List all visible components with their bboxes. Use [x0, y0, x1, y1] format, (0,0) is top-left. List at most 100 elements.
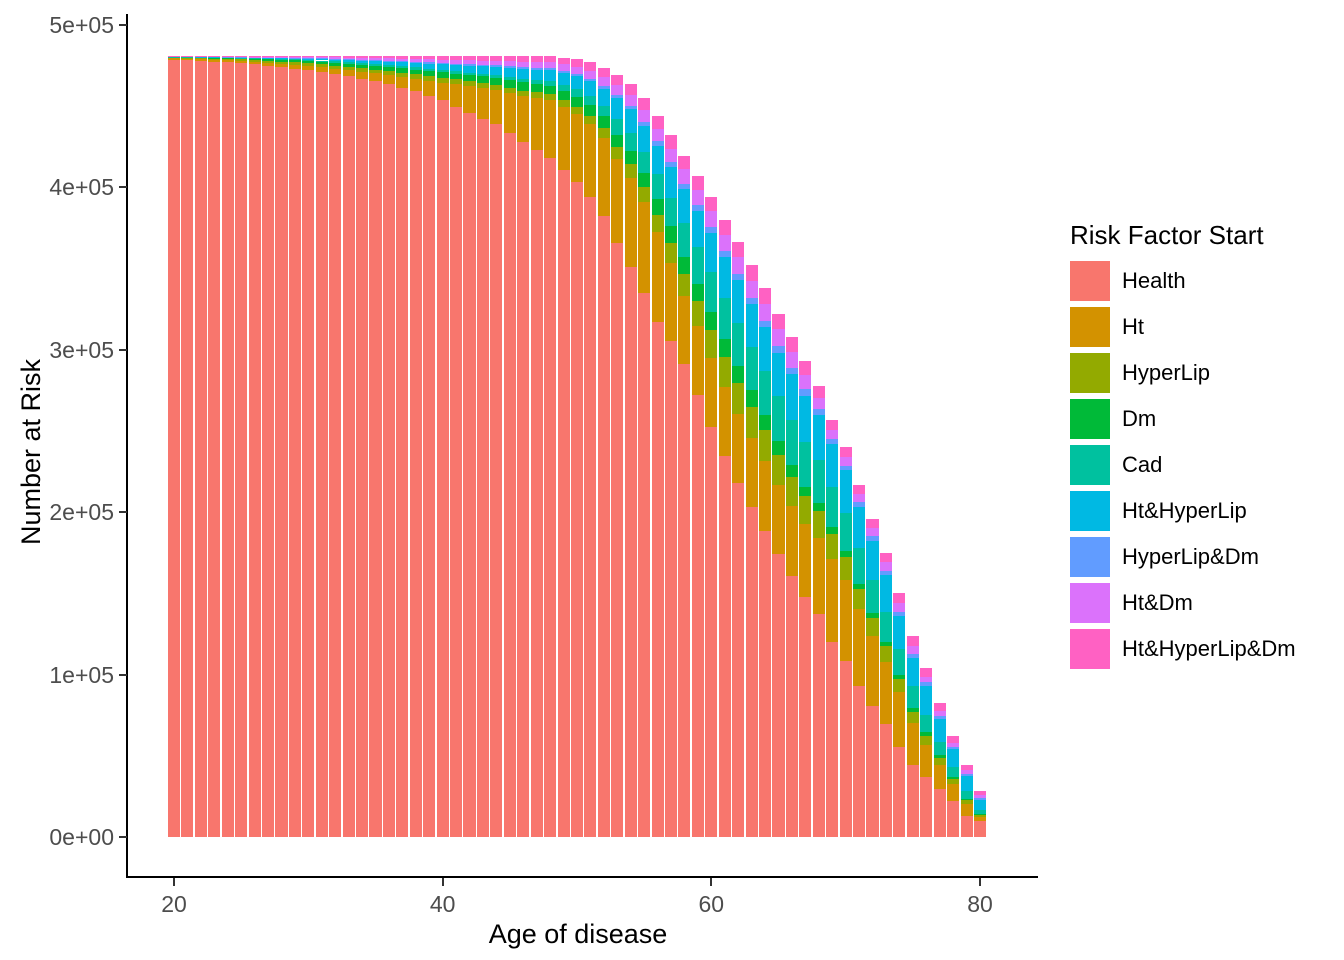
bar-segment-ht-hyperlip-dm-age-35	[369, 55, 382, 59]
bar-segment-hyperlip-age-72	[866, 618, 879, 636]
y-tick	[119, 24, 127, 26]
bar-segment-ht-dm-age-36	[382, 58, 395, 61]
bar-segment-ht-hyperlip-dm-age-68	[812, 385, 825, 398]
bar-segment-hyperlip-dm-age-42	[463, 64, 476, 66]
bar-segment-health-age-40	[436, 100, 449, 837]
bar-segment-hyperlip-dm-age-43	[476, 64, 489, 67]
bar-segment-ht-hyperlip-dm-age-57	[664, 135, 678, 149]
bar-segment-health-age-48	[544, 158, 557, 837]
bar-segment-dm-age-43	[476, 76, 489, 84]
bar-segment-ht-hyperlip-age-29	[288, 58, 301, 60]
bar-segment-health-age-60	[705, 427, 718, 837]
bar-segment-ht-hyperlip-dm-age-49	[557, 57, 570, 65]
bar-segment-dm-age-75	[906, 707, 919, 712]
legend-key-ht-hyperlip	[1070, 491, 1110, 531]
bar-segment-hyperlip-age-60	[705, 329, 718, 359]
y-tick	[119, 186, 127, 189]
bar-segment-cad-age-59	[691, 247, 704, 284]
bar-segment-ht-hyperlip-dm-age-52	[597, 68, 610, 78]
bar-segment-ht-age-49	[557, 106, 570, 171]
bar-segment-hyperlip-age-34	[356, 68, 369, 72]
x-tick	[441, 878, 444, 886]
bar-segment-hyperlip-age-42	[463, 81, 476, 87]
bar-segment-ht-hyperlip-age-55	[638, 125, 651, 152]
bar-segment-cad-age-26	[248, 57, 261, 59]
bar-segment-dm-age-32	[329, 62, 342, 66]
bar-segment-hyperlip-dm-age-58	[678, 183, 691, 190]
bar-segment-health-age-74	[893, 746, 906, 837]
bar-segment-hyperlip-age-74	[893, 679, 906, 693]
bar-segment-hyperlip-age-22	[194, 58, 207, 60]
bar-segment-health-age-77	[933, 789, 946, 837]
bar-segment-health-age-50	[570, 182, 584, 837]
bar-segment-cad-age-37	[396, 66, 409, 69]
bar-segment-ht-dm-age-48	[544, 62, 557, 69]
bar-segment-dm-age-50	[570, 96, 584, 107]
bar-segment-ht-hyperlip-age-51	[584, 81, 597, 97]
bar-segment-ht-hyperlip-dm-age-69	[826, 419, 839, 431]
bar-segment-cad-age-62	[732, 322, 745, 366]
bar-segment-dm-age-52	[597, 116, 610, 128]
bar-segment-hyperlip-age-21	[181, 57, 194, 59]
bar-segment-ht-hyperlip-age-49	[557, 73, 570, 86]
bar-segment-dm-age-30	[302, 60, 315, 64]
bar-segment-dm-age-28	[275, 59, 288, 62]
bar-segment-hyperlip-age-79	[960, 800, 973, 804]
y-tick	[119, 673, 127, 676]
bar-segment-ht-dm-age-64	[759, 303, 772, 321]
bar-segment-cad-age-25	[235, 57, 248, 59]
bar-segment-dm-age-45	[503, 79, 516, 88]
bar-segment-health-age-43	[476, 118, 489, 837]
bar-segment-ht-age-68	[812, 537, 825, 614]
bar-segment-cad-age-73	[879, 611, 892, 642]
bar-segment-ht-hyperlip-dm-age-27	[261, 55, 275, 57]
bar-segment-health-age-59	[691, 394, 704, 837]
bar-segment-ht-dm-age-46	[517, 61, 530, 68]
bar-segment-hyperlip-dm-age-50	[570, 73, 584, 77]
bar-segment-cad-age-38	[409, 67, 422, 70]
bar-segment-ht-hyperlip-dm-age-53	[611, 75, 624, 86]
bar-segment-health-age-30	[302, 70, 315, 837]
bar-segment-ht-age-80	[973, 817, 987, 821]
bar-segment-dm-age-78	[947, 776, 960, 780]
bar-segment-cad-age-27	[261, 58, 275, 60]
bar-segment-ht-dm-age-30	[302, 56, 315, 58]
bar-segment-ht-hyperlip-age-74	[893, 615, 906, 650]
bar-segment-hyperlip-dm-age-53	[611, 95, 624, 99]
legend-key-cad	[1070, 445, 1110, 485]
bar-segment-ht-hyperlip-age-42	[463, 65, 476, 73]
bar-segment-health-age-56	[651, 321, 664, 837]
bar-segment-ht-age-77	[933, 765, 946, 790]
bar-segment-health-age-54	[624, 266, 637, 837]
bar-segment-ht-hyperlip-dm-age-46	[517, 55, 530, 62]
bar-segment-ht-age-37	[396, 76, 409, 88]
y-tick-label: 4e+05	[49, 174, 114, 201]
bar-segment-ht-dm-age-45	[503, 61, 516, 67]
bar-segment-cad-age-79	[960, 791, 973, 799]
legend-label-hyperlip-dm: HyperLip&Dm	[1122, 544, 1259, 569]
bar-segment-hyperlip-dm-age-60	[705, 227, 718, 234]
bar-segment-hyperlip-age-55	[638, 186, 651, 203]
bar-segment-ht-age-36	[382, 75, 395, 85]
bar-segment-dm-age-39	[423, 71, 436, 77]
bar-segment-ht-hyperlip-age-27	[261, 57, 275, 59]
bar-segment-ht-age-47	[530, 97, 543, 150]
x-tick-label: 60	[698, 891, 725, 917]
bar-segment-ht-age-44	[490, 90, 503, 125]
bar-segment-ht-dm-age-72	[866, 528, 879, 537]
bar-segment-ht-age-28	[275, 63, 288, 68]
x-tick	[173, 878, 175, 886]
bar-segment-ht-age-78	[947, 784, 960, 802]
bar-segment-ht-age-52	[597, 137, 610, 216]
bar-segment-cad-age-28	[275, 58, 288, 60]
bar-segment-ht-age-61	[718, 386, 731, 456]
bar-segment-ht-age-45	[503, 92, 516, 133]
bar-segment-ht-hyperlip-dm-age-44	[490, 55, 503, 62]
bar-segment-cad-age-70	[839, 512, 852, 551]
bar-segment-hyperlip-age-68	[812, 511, 825, 538]
bar-segment-ht-hyperlip-age-53	[611, 98, 624, 120]
bar-segment-hyperlip-age-47	[530, 92, 543, 98]
bar-segment-ht-dm-age-28	[275, 56, 288, 58]
bar-segment-ht-hyperlip-dm-age-48	[544, 55, 557, 63]
